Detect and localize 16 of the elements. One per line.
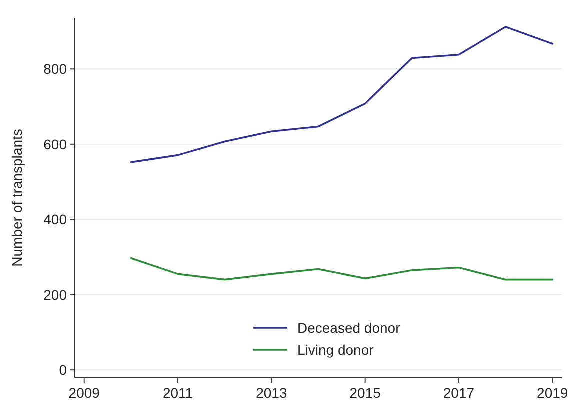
legend-label: Deceased donor bbox=[298, 320, 401, 336]
x-tick-label: 2011 bbox=[162, 385, 194, 401]
y-tick-label: 0 bbox=[59, 362, 68, 378]
line-series bbox=[130, 257, 554, 281]
x-tick-label: 2017 bbox=[443, 385, 475, 401]
y-tick-label: 200 bbox=[44, 286, 68, 303]
y-tick-label: 600 bbox=[44, 136, 68, 152]
x-tick-label: 2009 bbox=[68, 385, 100, 401]
x-tick-label: 2013 bbox=[256, 385, 288, 401]
y-tick-label: 400 bbox=[44, 212, 68, 228]
legend-label: Living donor bbox=[298, 342, 374, 358]
line-series bbox=[130, 26, 554, 164]
x-tick-label: 2015 bbox=[350, 385, 382, 401]
y-axis-title: Number of transplants bbox=[9, 129, 25, 267]
x-tick-label: 2019 bbox=[537, 385, 568, 401]
y-tick-label: 800 bbox=[44, 61, 68, 78]
